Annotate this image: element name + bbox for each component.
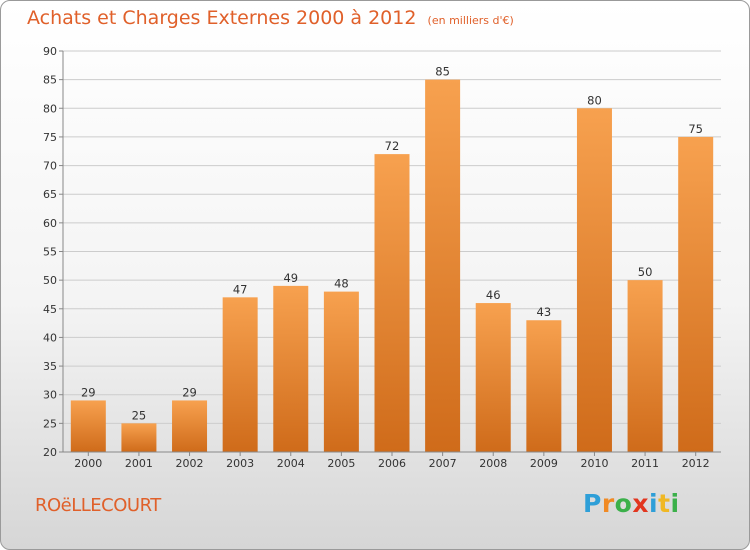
x-tick-label: 2009 <box>530 457 558 470</box>
logo-letter: r <box>601 489 615 518</box>
y-tick-label: 90 <box>43 45 57 58</box>
bar-layer <box>70 79 714 453</box>
y-tick-label: 65 <box>43 188 57 201</box>
title-row: Achats et Charges Externes 2000 à 2012 (… <box>27 7 514 29</box>
data-label: 80 <box>587 93 602 107</box>
data-label: 29 <box>182 385 197 399</box>
y-tick-label: 80 <box>43 102 57 115</box>
bar-2007 <box>425 79 461 453</box>
bar-2012 <box>678 136 714 452</box>
data-label: 47 <box>233 282 248 296</box>
data-label: 25 <box>132 408 147 422</box>
bar-2003 <box>222 297 258 452</box>
logo-letter: x <box>632 489 649 518</box>
bar-2005 <box>323 291 359 452</box>
data-label: 48 <box>334 277 349 291</box>
y-tick-label: 40 <box>43 331 57 344</box>
logo-letter: P <box>583 489 602 518</box>
x-tick-label: 2008 <box>479 457 507 470</box>
bar-2006 <box>374 154 410 452</box>
x-tick-label: 2007 <box>429 457 457 470</box>
bar-2010 <box>576 108 612 453</box>
x-tick-label: 2006 <box>378 457 406 470</box>
bar-2002 <box>172 400 208 452</box>
data-label: 49 <box>283 271 298 285</box>
x-tick-label: 2001 <box>125 457 153 470</box>
bar-2011 <box>627 280 663 452</box>
commune-name: ROëLLECOURT <box>35 495 161 516</box>
data-label: 46 <box>486 288 501 302</box>
data-label: 50 <box>638 265 653 279</box>
y-tick-label: 75 <box>43 131 57 144</box>
bar-2008 <box>475 303 511 452</box>
data-label: 75 <box>688 122 703 136</box>
x-tick-label: 2010 <box>580 457 608 470</box>
bar-2009 <box>526 320 562 452</box>
y-tick-label: 50 <box>43 274 57 287</box>
y-tick-label: 35 <box>43 360 57 373</box>
y-tick-label: 70 <box>43 160 57 173</box>
axis-layer: 20 25 30 35 40 45 50 55 60 65 70 75 80 85 90 2000 2001 20… <box>43 45 721 470</box>
x-tick-label: 2012 <box>682 457 710 470</box>
bar-2000 <box>70 400 106 452</box>
x-tick-label: 2000 <box>74 457 102 470</box>
y-tick-label: 85 <box>43 74 57 87</box>
y-tick-label: 25 <box>43 417 57 430</box>
x-tick-label: 2011 <box>631 457 659 470</box>
x-tick-label: 2005 <box>327 457 355 470</box>
label-layer: 29 25 29 47 49 48 72 85 46 43 80 50 75 <box>81 65 703 423</box>
data-label: 29 <box>81 385 96 399</box>
chart-title: Achats et Charges Externes 2000 à 2012 <box>27 7 417 29</box>
y-tick-label: 30 <box>43 389 57 402</box>
data-label: 85 <box>435 65 450 79</box>
proxiti-logo: Proxiti <box>583 489 680 518</box>
logo-letter: o <box>614 489 633 518</box>
logo-letter: i <box>670 489 680 518</box>
y-tick-label: 55 <box>43 246 57 259</box>
logo-letter: t <box>658 489 671 518</box>
logo-letter: i <box>649 489 659 518</box>
chart-subtitle: (en milliers d'€) <box>427 14 514 27</box>
bar-2001 <box>121 423 157 452</box>
bar-2004 <box>273 285 309 452</box>
data-label: 43 <box>537 305 552 319</box>
data-label: 72 <box>385 139 400 153</box>
x-tick-label: 2002 <box>176 457 204 470</box>
x-tick-label: 2003 <box>226 457 254 470</box>
x-tick-label: 2004 <box>277 457 305 470</box>
y-tick-label: 20 <box>43 446 57 459</box>
y-tick-label: 45 <box>43 303 57 316</box>
y-tick-label: 60 <box>43 217 57 230</box>
